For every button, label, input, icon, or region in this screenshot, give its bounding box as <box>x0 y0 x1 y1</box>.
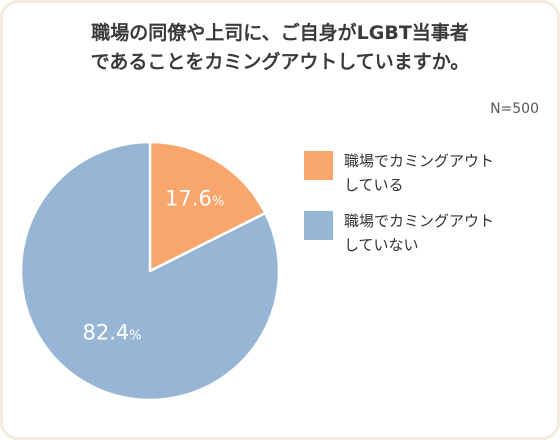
pie-slice-not-out <box>19 140 281 402</box>
chart-legend: 職場でカミングアウト している 職場でカミングアウト していない <box>304 149 544 269</box>
sample-size-label: N=500 <box>490 101 539 117</box>
legend-swatch-not-out <box>304 211 333 240</box>
pie-chart: 17.6% 82.4% <box>19 140 281 402</box>
pie-data-label-not-out: 82.4% <box>83 321 142 345</box>
legend-item-out: 職場でカミングアウト している <box>304 149 544 201</box>
legend-label-not-out-line-1: 職場でカミングアウト <box>344 212 495 230</box>
legend-swatch-out <box>304 151 333 180</box>
chart-title-line-1: 職場の同僚や上司に、ご自身がLGBT当事者 <box>91 22 469 44</box>
legend-label-not-out: 職場でカミングアウト していない <box>344 209 544 257</box>
legend-label-out-line-2: している <box>344 176 404 194</box>
legend-label-out-line-1: 職場でカミングアウト <box>344 152 495 170</box>
pie-slice-out <box>148 140 267 273</box>
legend-item-not-out: 職場でカミングアウト していない <box>304 209 544 261</box>
chart-title: 職場の同僚や上司に、ご自身がLGBT当事者 であることをカミングアウトしています… <box>3 19 557 77</box>
legend-label-not-out-line-2: していない <box>344 236 419 254</box>
pie-data-label-out: 17.6% <box>165 187 224 211</box>
legend-label-out: 職場でカミングアウト している <box>344 149 544 197</box>
chart-title-line-2: であることをカミングアウトしていますか。 <box>90 51 470 73</box>
